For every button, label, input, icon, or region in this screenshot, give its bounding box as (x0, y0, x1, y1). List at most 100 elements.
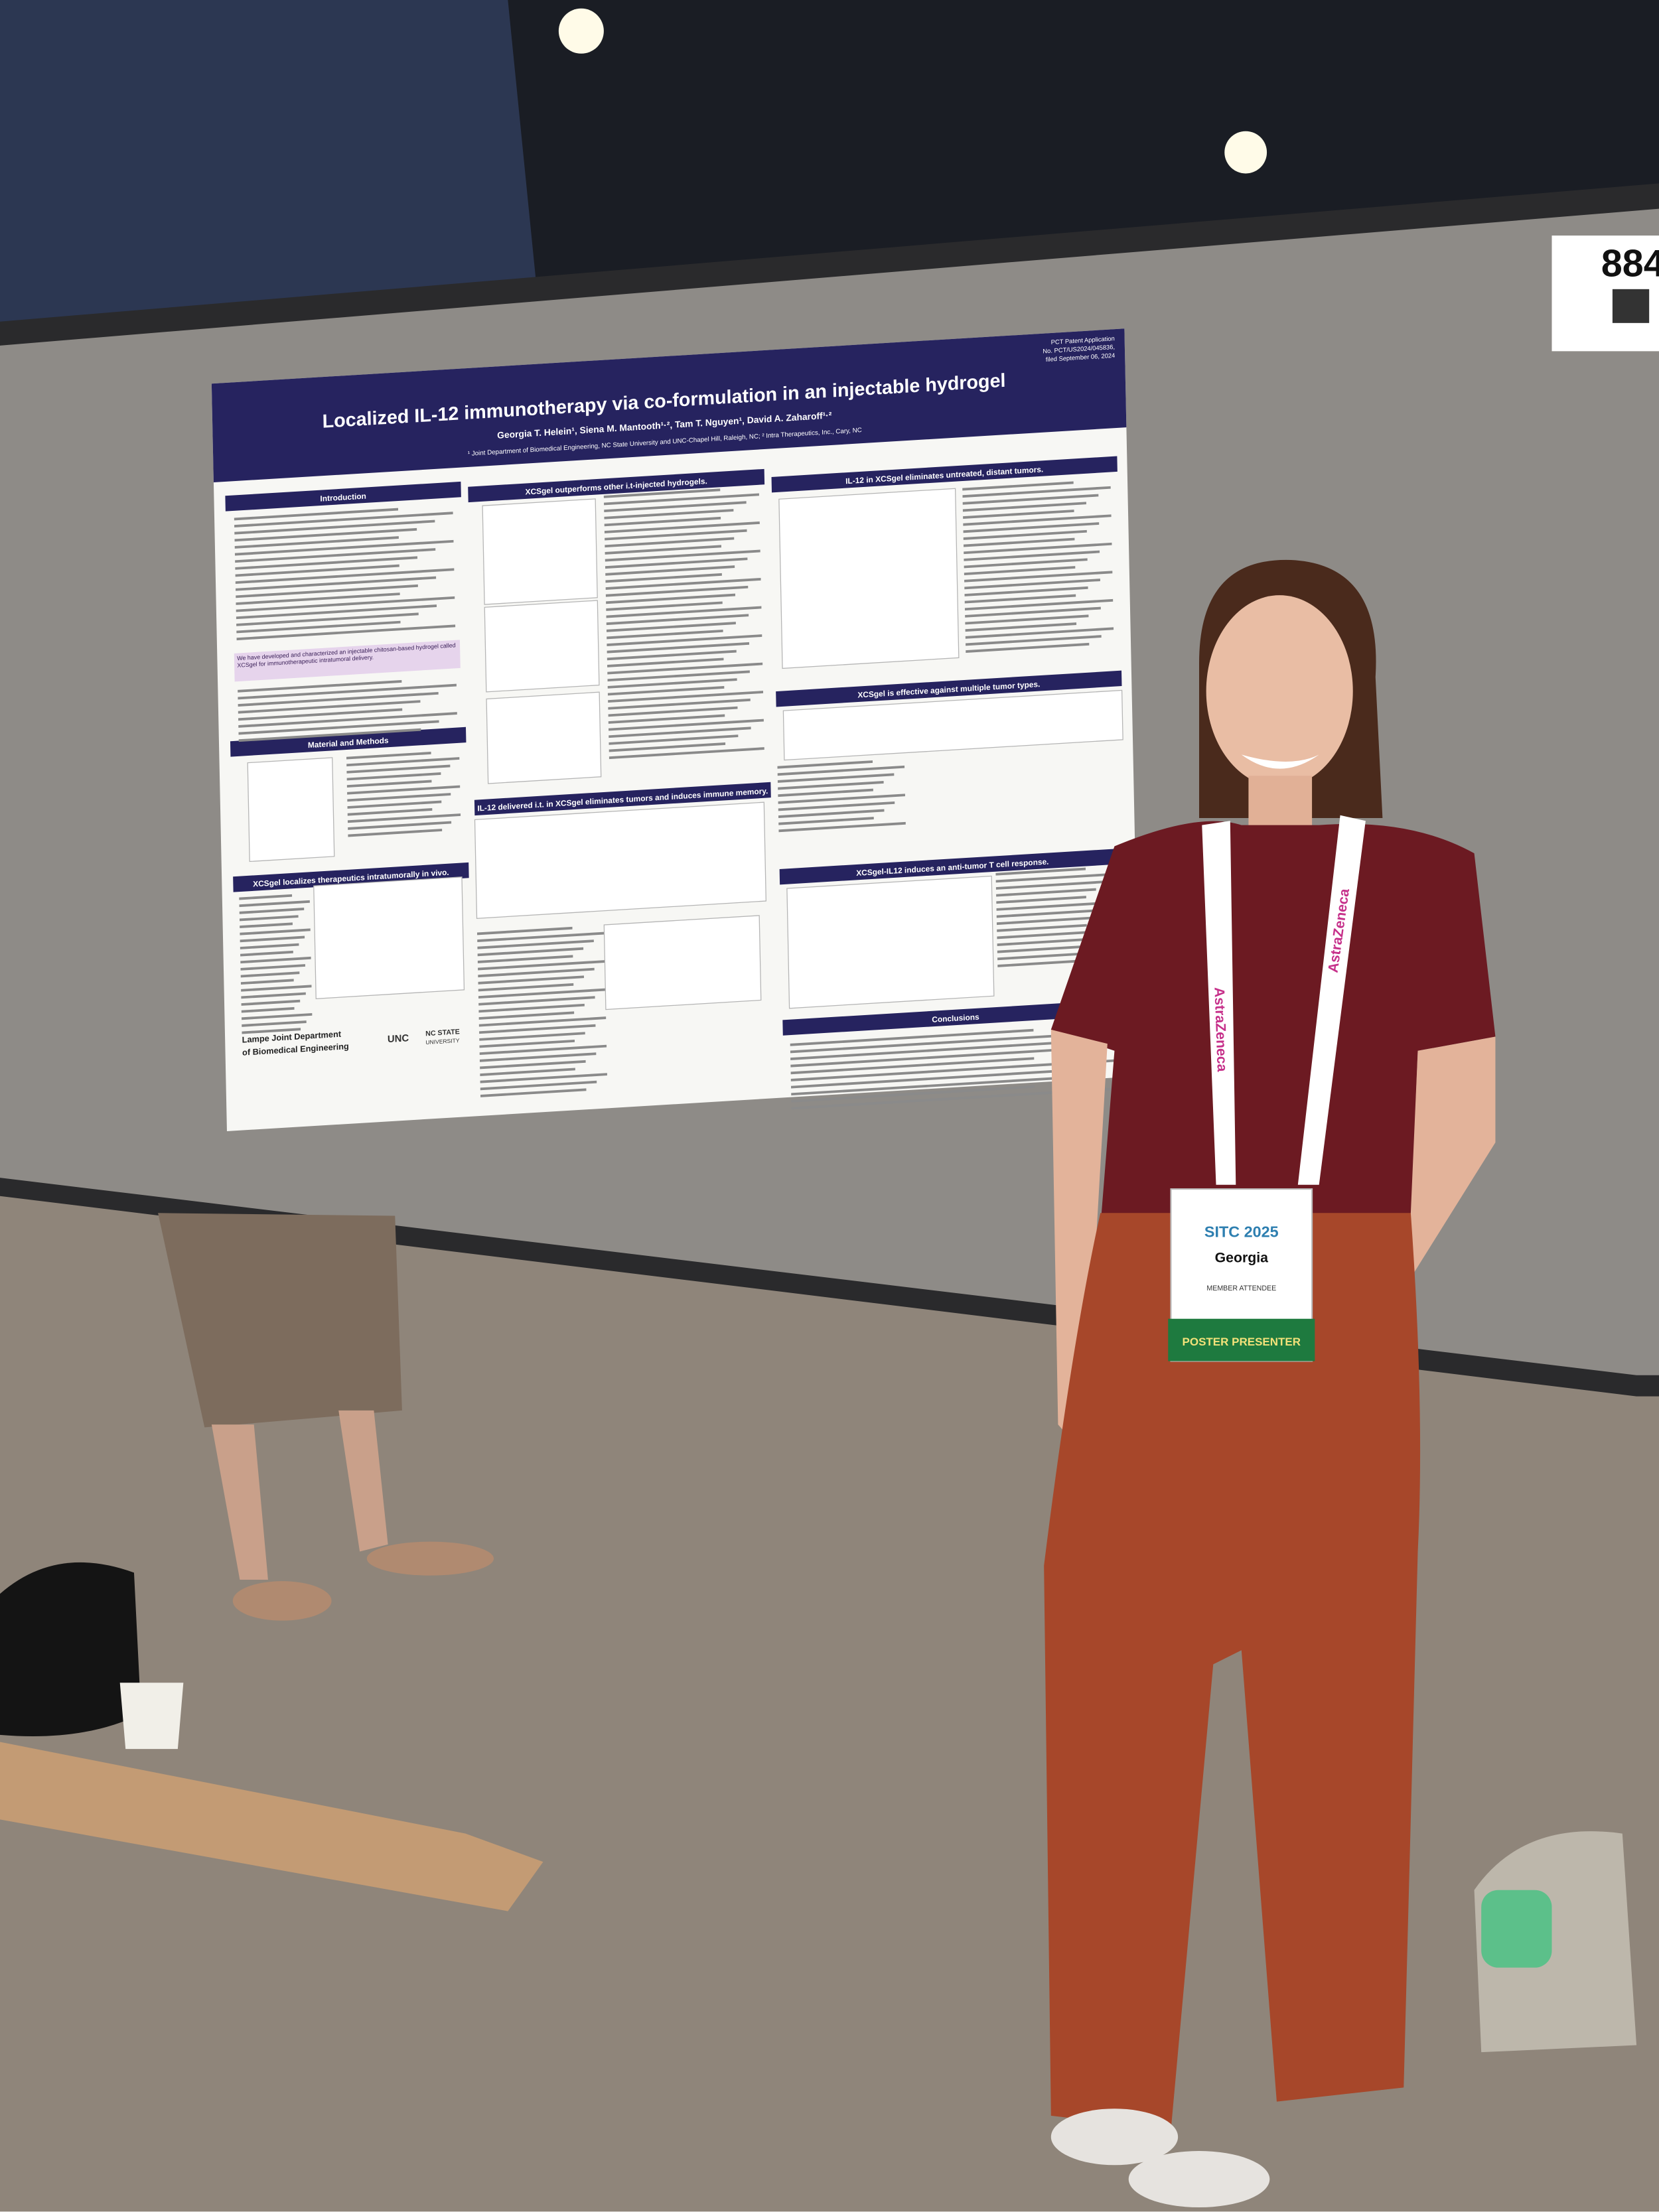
figure (782, 689, 1123, 761)
section-heading: Conclusions (932, 1012, 979, 1024)
text-line (346, 772, 441, 781)
text-line (609, 719, 764, 731)
text-line (605, 537, 735, 548)
handbag (0, 1562, 141, 1736)
text-line (790, 1040, 1088, 1060)
text-line (607, 686, 725, 696)
text-line (966, 642, 1090, 653)
section-bar (782, 999, 1129, 1036)
badge-event: SITC 2025 (1204, 1223, 1279, 1240)
text-line (997, 952, 1088, 961)
text-line (606, 622, 736, 632)
text-line (242, 1012, 313, 1020)
text-line (236, 620, 401, 634)
text-line (605, 565, 735, 576)
text-line (240, 928, 311, 935)
text-line (478, 996, 595, 1006)
text-line (996, 901, 1117, 911)
text-line (996, 908, 1107, 918)
text-line (238, 691, 439, 707)
text-line (963, 514, 1112, 526)
section-bar (771, 456, 1118, 493)
text-line (236, 584, 418, 598)
text-line (347, 800, 442, 809)
poster: Localized IL-12 immunotherapy via co-for… (211, 328, 1140, 1131)
figure (603, 915, 762, 1010)
text-line (239, 894, 293, 900)
text-line (604, 509, 734, 519)
text-line (480, 1060, 586, 1070)
text-line (607, 662, 763, 675)
text-line (242, 1020, 307, 1027)
text-line (964, 598, 1114, 611)
text-line (480, 1073, 607, 1083)
bottle (1481, 1890, 1552, 1968)
text-line (963, 537, 1075, 547)
text-line (777, 765, 905, 776)
text-line (963, 510, 1074, 519)
text-line (995, 880, 1106, 890)
text-line (478, 975, 585, 985)
text-line (346, 764, 451, 774)
text-line (238, 712, 457, 728)
text-line (347, 793, 451, 802)
text-line (348, 821, 452, 830)
text-line (235, 564, 399, 577)
text-line (480, 1088, 587, 1097)
text-line (778, 801, 895, 811)
text-line (608, 698, 751, 710)
text-line (607, 650, 737, 661)
text-line (996, 896, 1086, 904)
text-line (607, 634, 762, 646)
text-line (480, 1080, 597, 1091)
text-line (964, 558, 1088, 569)
text-line (605, 557, 748, 569)
text-line (479, 1052, 597, 1062)
text-line (609, 726, 751, 738)
figure (786, 875, 995, 1009)
shoe (232, 1581, 332, 1621)
shoe (366, 1541, 494, 1576)
text-line (778, 794, 905, 804)
text-line (778, 821, 906, 833)
text-line (996, 916, 1097, 926)
figure (482, 498, 598, 605)
text-line (347, 808, 433, 816)
lanyard-strap (1297, 815, 1366, 1185)
text-line (790, 1031, 1115, 1054)
text-line (240, 979, 294, 985)
text-line (234, 527, 417, 542)
text-line (235, 548, 436, 563)
text-line (964, 586, 1088, 596)
text-line (604, 516, 721, 527)
text-line (962, 481, 1074, 491)
text-line (607, 670, 750, 682)
cup (119, 1683, 184, 1750)
text-line (606, 593, 736, 604)
text-line (239, 900, 310, 908)
text-line (778, 788, 873, 797)
text-line (607, 642, 750, 654)
logo-ncstate-sub: UNIVERSITY (425, 1037, 459, 1046)
text-line (479, 1039, 575, 1048)
text-line (240, 943, 299, 949)
text-line (604, 501, 747, 513)
text-line (603, 488, 721, 498)
badge-name: Georgia (1215, 1250, 1268, 1266)
text-line (965, 614, 1089, 625)
figure (313, 876, 465, 999)
text-line (997, 944, 1098, 953)
text-line (478, 967, 595, 978)
text-line (347, 785, 461, 795)
text-line (609, 742, 726, 752)
section-bar (776, 670, 1122, 707)
text-line (478, 1016, 607, 1027)
text-line (234, 539, 454, 556)
text-line (478, 1011, 575, 1020)
text-line (964, 594, 1076, 604)
text-line (605, 549, 760, 562)
text-line (239, 908, 305, 914)
shirt (1050, 821, 1496, 1227)
text-line (606, 614, 749, 626)
